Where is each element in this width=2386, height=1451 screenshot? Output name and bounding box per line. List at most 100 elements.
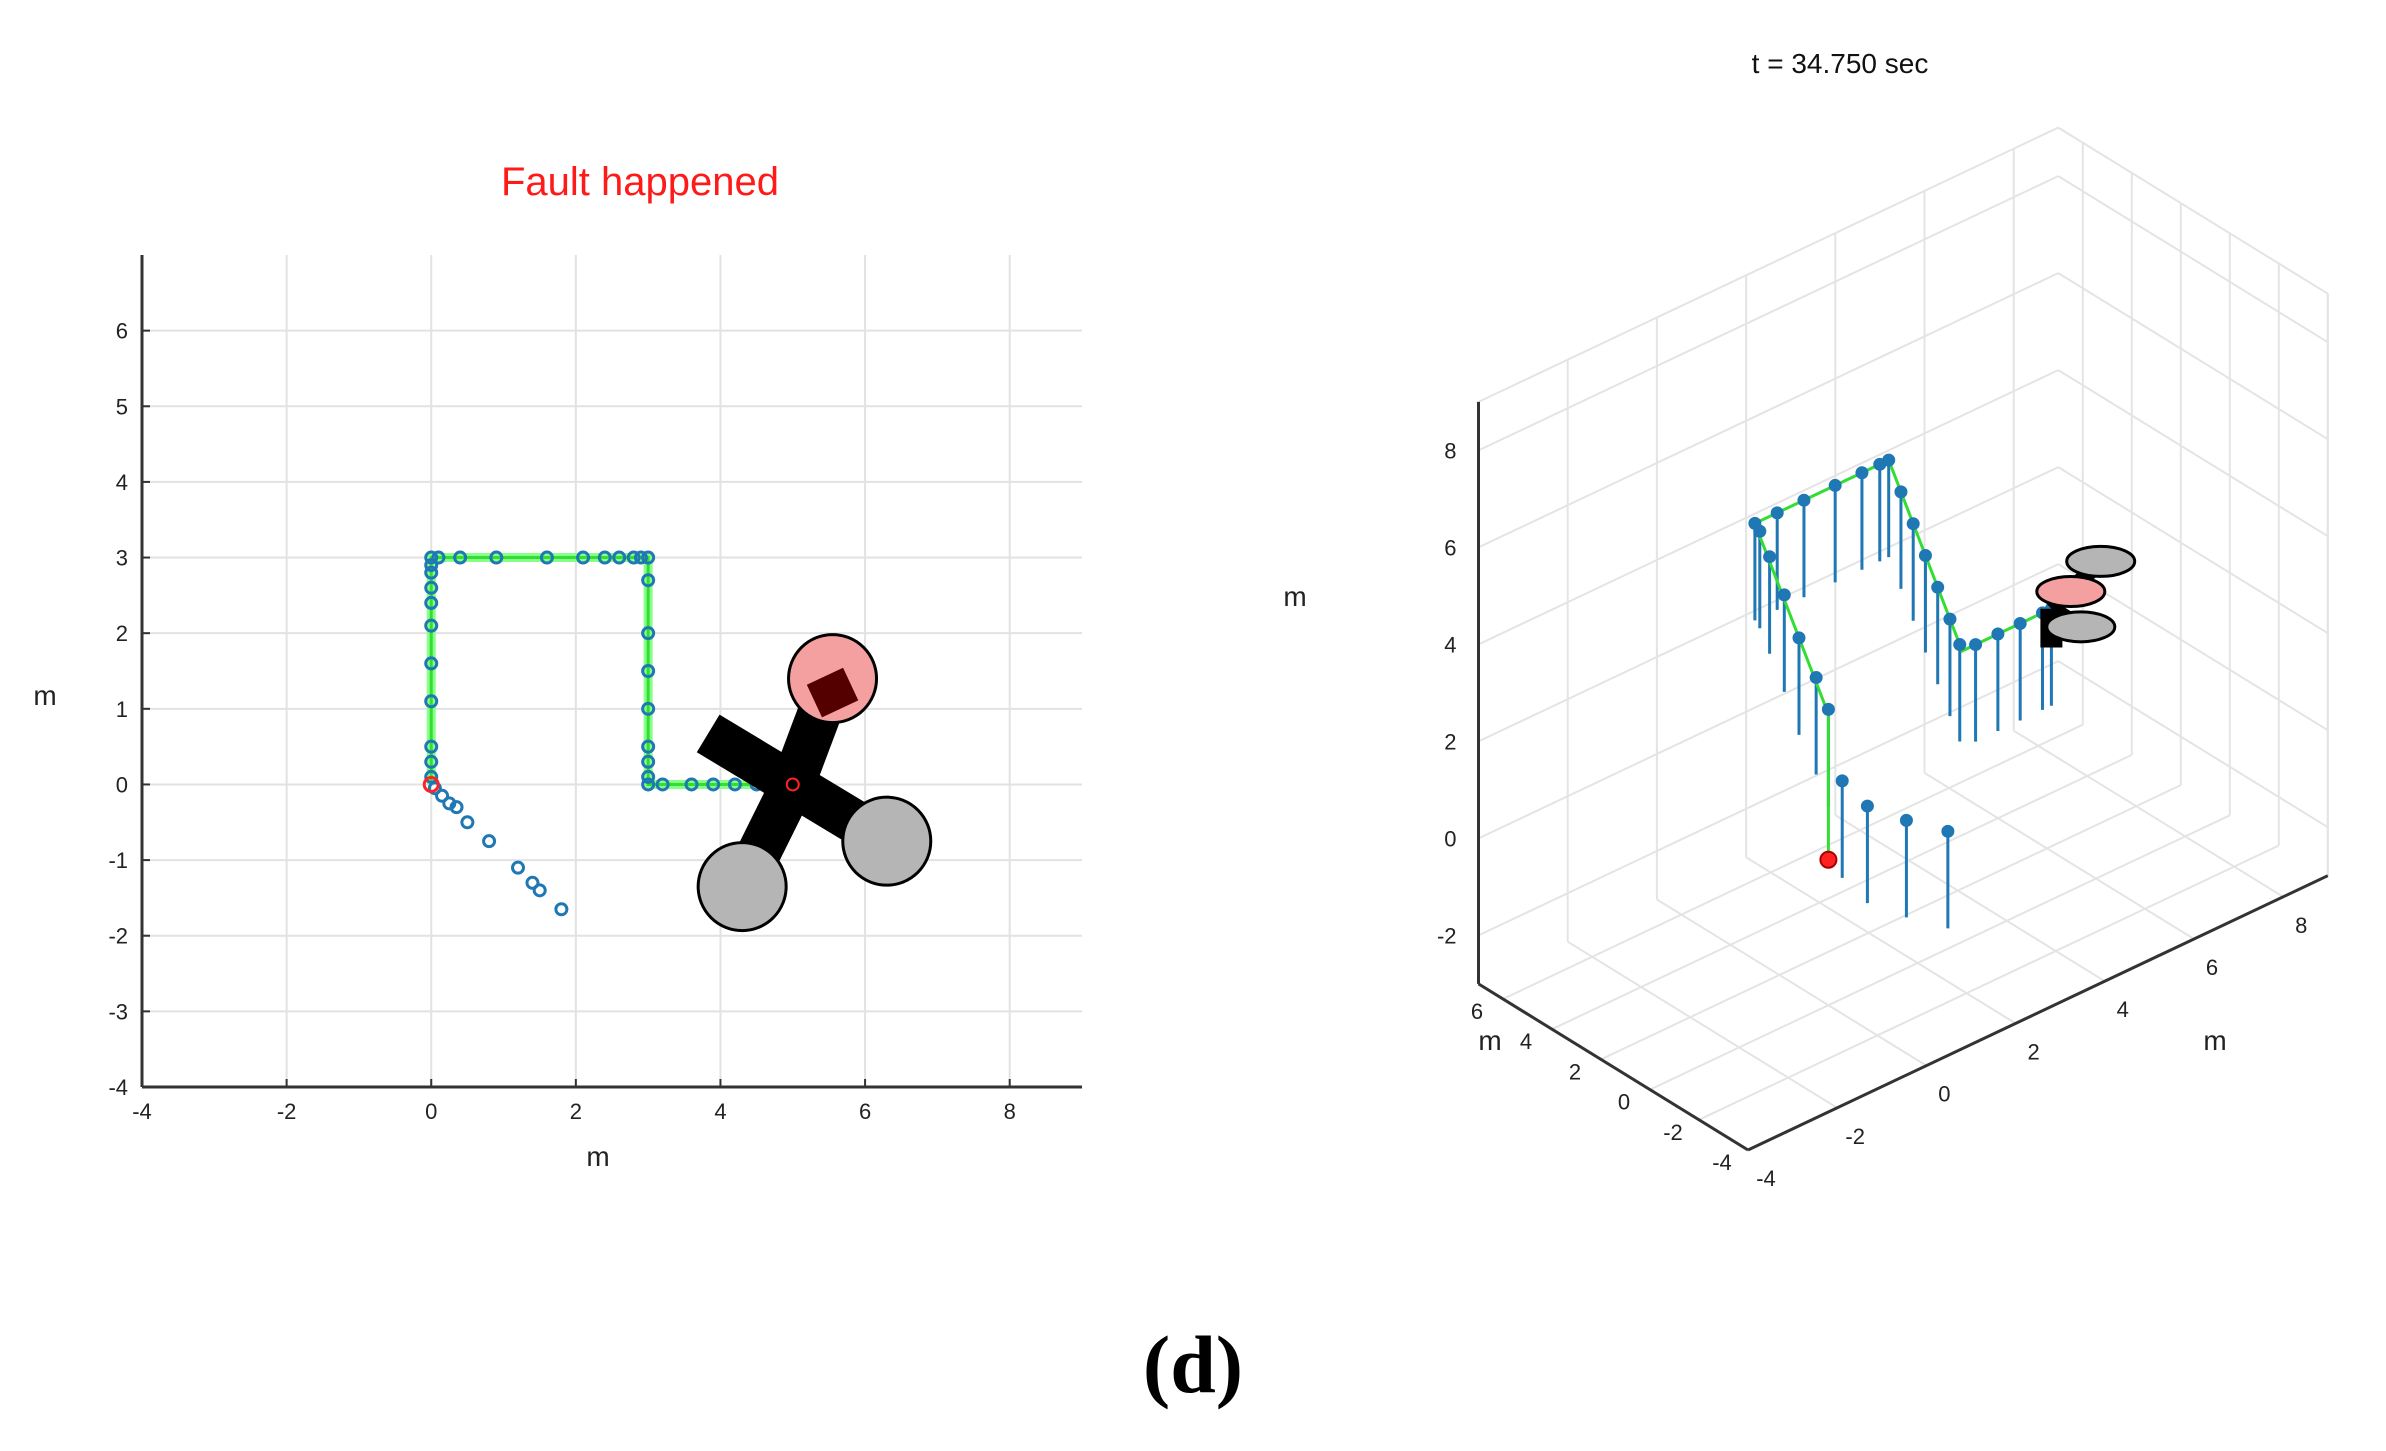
trajectory-point: [641, 777, 656, 792]
trajectory-point: [1882, 453, 1896, 467]
grid-wall-z: [2057, 660, 2329, 829]
plot-3d-zlabel: m: [1283, 581, 1306, 612]
tick-label-x: 0: [1938, 1082, 1950, 1107]
trajectory-point: [532, 883, 547, 898]
trajectory-point: [489, 550, 504, 565]
plot-3d-ylabel: m: [1478, 1025, 1501, 1056]
grid-wall-z: [2057, 175, 2329, 344]
trajectory-point: [1792, 631, 1806, 645]
figure-caption: (d): [1142, 1319, 1244, 1410]
grid-floor-y: [1600, 784, 2182, 1061]
tick-label-x: 8: [1004, 1099, 1016, 1124]
trajectory-point: [655, 777, 670, 792]
tick-label-x: 6: [2206, 955, 2218, 980]
tick-label-y: -2: [1663, 1120, 1683, 1145]
trajectory-point: [1953, 638, 1967, 652]
trajectory-point: [427, 781, 442, 796]
axis-y: [1477, 982, 1749, 1152]
trajectory-point: [1828, 478, 1842, 492]
tick-label-x: 8: [2295, 913, 2307, 938]
grid-floor-x: [1656, 898, 1927, 1067]
trajectory-point: [424, 580, 439, 595]
trajectory-point: [612, 550, 627, 565]
trajectory-point: [460, 815, 475, 830]
tick-label-x: 2: [570, 1099, 582, 1124]
grid-wall-z: [1478, 563, 2059, 840]
plot-2d-title: Fault happened: [501, 160, 779, 204]
plot-2d-grid: [141, 255, 1082, 1088]
tick-label-x: 0: [425, 1099, 437, 1124]
trajectory-point: [539, 550, 554, 565]
tick-label-x: -4: [132, 1099, 152, 1124]
plot-2d-ylabel: m: [33, 680, 56, 711]
grid-wall-z: [1478, 369, 2059, 646]
trajectory-point: [431, 550, 446, 565]
trajectory-point: [641, 664, 656, 678]
tick-label-y: 3: [116, 546, 128, 571]
trajectory-point: [554, 902, 569, 917]
trajectory-point: [1770, 506, 1784, 520]
tick-label-y: 4: [1520, 1029, 1532, 1054]
plot-3d-tick-labels: -4 -2 0 2 4 6 8 -4 -2 0 2 4 6 -2 0 2 4 6 8: [1437, 438, 2307, 1191]
trajectory-point: [435, 788, 450, 803]
trajectory-point: [424, 656, 439, 671]
tick-label-y: -4: [108, 1075, 128, 1100]
plot-2d-drone: [696, 633, 933, 933]
tick-label-y: 0: [1618, 1090, 1630, 1115]
trajectory-point: [424, 739, 439, 754]
trajectory-point: [641, 739, 656, 754]
trajectory-point: [641, 573, 656, 588]
plot-2d-axes: [140, 255, 1082, 1089]
tick-label-x: 6: [859, 1099, 871, 1124]
tick-label-x: 4: [2117, 997, 2129, 1022]
tick-label-y: -1: [108, 848, 128, 873]
trajectory-point: [1777, 588, 1791, 602]
trajectory-point: [1821, 702, 1835, 716]
trajectory-point: [641, 701, 656, 716]
grid-wall-z: [2057, 272, 2329, 441]
grid-floor-x: [1834, 814, 2106, 983]
trajectory-point: [576, 550, 591, 565]
trajectory-point: [641, 626, 656, 641]
tick-label-x: 2: [2027, 1039, 2039, 1064]
trajectory-point: [424, 694, 439, 709]
tick-label-x: 4: [714, 1099, 726, 1124]
grid-wall-z: [1478, 272, 2059, 549]
plot-3d-stems: [1753, 460, 2053, 929]
grid-edge: [2057, 126, 2329, 295]
rotor: [696, 841, 788, 933]
grid-floor-x: [1923, 772, 2195, 940]
plot-3d-xlabel: m: [2203, 1025, 2226, 1056]
tick-label-y: 2: [1569, 1059, 1581, 1084]
faulty-rotor: [2035, 575, 2107, 609]
tick-label-x: -4: [1756, 1166, 1776, 1191]
drone-center-marker: [785, 777, 800, 792]
trajectory-point: [1855, 466, 1869, 480]
tick-label-z: 6: [1444, 535, 1456, 560]
trajectory-point: [1763, 550, 1777, 564]
trajectory-point: [1809, 671, 1823, 685]
trajectory-point: [424, 754, 439, 769]
start-point-marker: [1819, 850, 1838, 869]
plot-2d-tick-labels: -4 -2 0 2 4 6 8 -4 -3 -2 -1 0 1 2 3 4 5 6: [108, 319, 1015, 1124]
grid-floor-y: [1649, 814, 2231, 1091]
tick-label-x: -2: [1845, 1124, 1865, 1149]
trajectory-point: [1969, 638, 1983, 652]
plot-3d-trajectory-points: [1748, 453, 2058, 869]
trajectory-point: [482, 834, 497, 849]
trajectory-point: [641, 769, 656, 784]
trajectory-point: [1943, 612, 1957, 626]
rotor: [2045, 610, 2117, 644]
plot-2d-xlabel: m: [586, 1141, 609, 1172]
plot-3d-grid: [1477, 126, 2329, 1151]
trajectory-point: [525, 875, 540, 890]
tick-label-z: 8: [1444, 438, 1456, 463]
trajectory-point: [453, 550, 468, 565]
tick-label-y: -2: [108, 924, 128, 949]
trajectory-point: [1860, 799, 1874, 813]
grid-edge: [1478, 126, 2059, 403]
grid-wall-z: [1478, 175, 2059, 452]
trajectory-point: [424, 565, 439, 580]
faulty-rotor-mount: [806, 667, 859, 718]
